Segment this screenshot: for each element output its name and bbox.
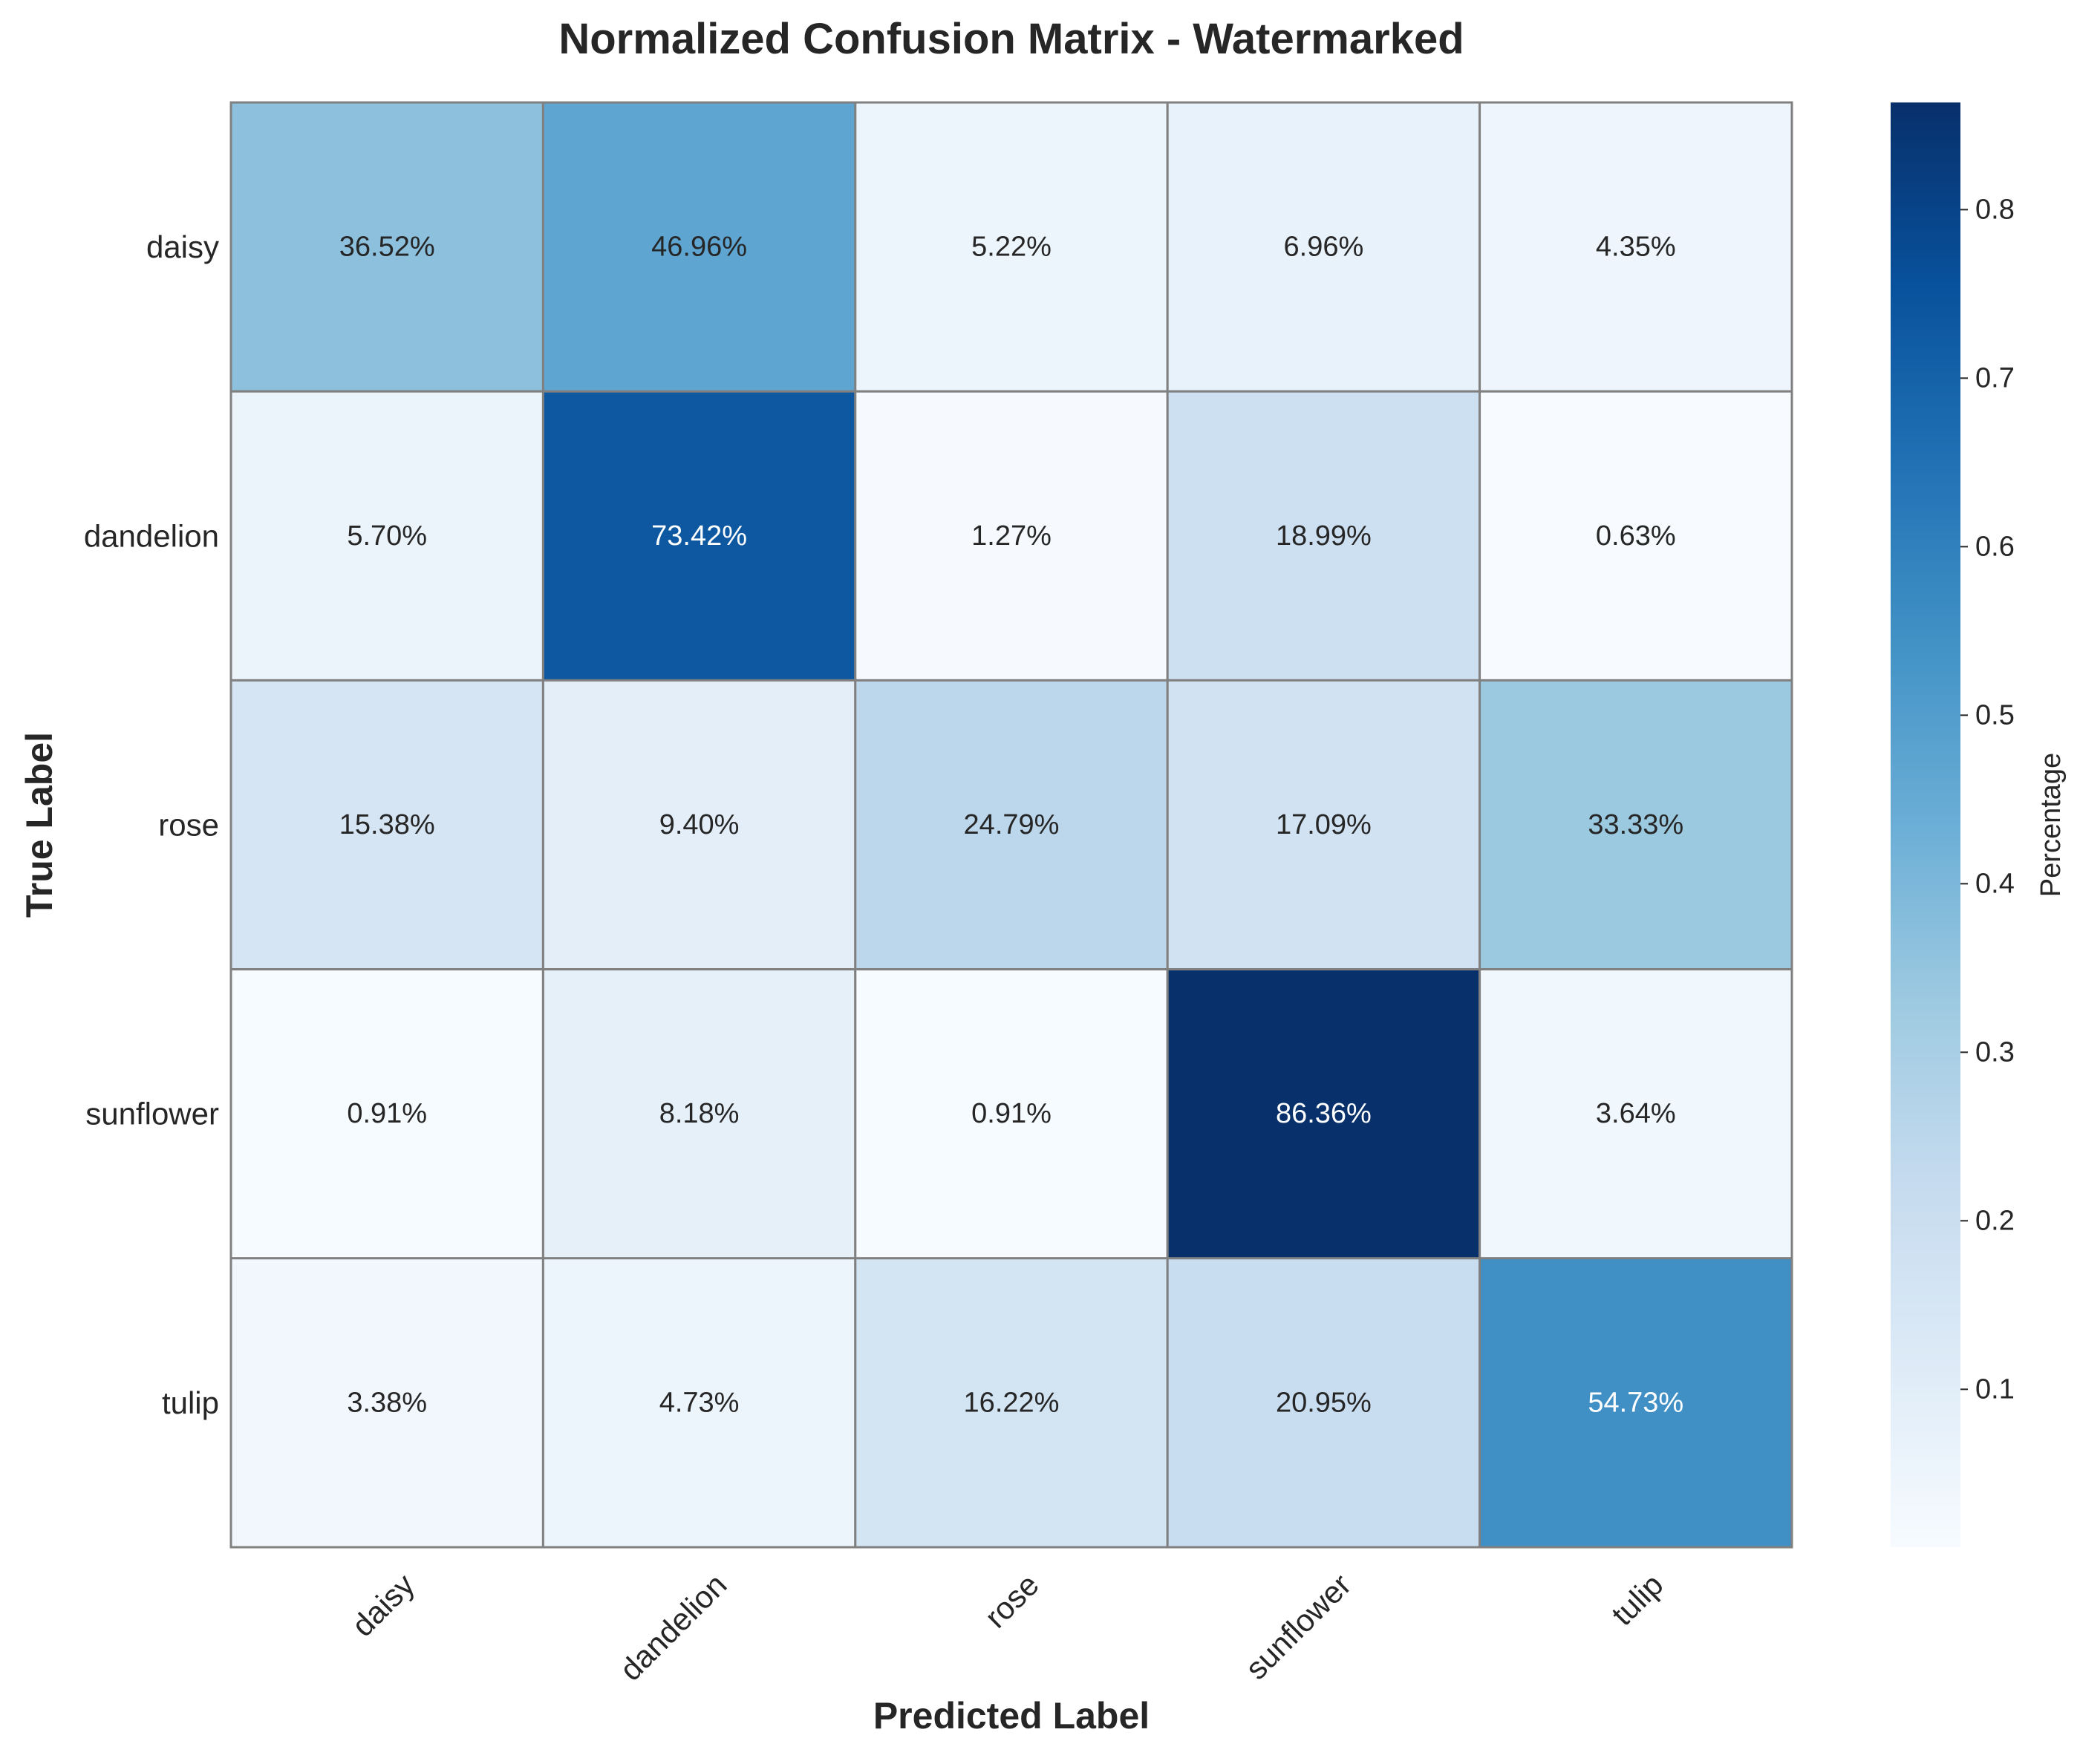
heatmap-cell-rose-dandelion <box>541 679 857 971</box>
colorbar-tick-label: 0.5 <box>1975 699 2015 731</box>
colorbar <box>1891 102 1960 1547</box>
x-tick-label-sunflower: sunflower <box>1239 1567 1357 1686</box>
cell-value-label: 36.52% <box>339 232 435 263</box>
cell-value-label: 54.73% <box>1588 1387 1683 1418</box>
x-tick-label-rose: rose <box>978 1567 1046 1635</box>
heatmap-cell-labels: 36.52% 46.96% 5.22% 6.96% 4.35% 5.70% 73.42% 1.… <box>339 232 1683 1419</box>
heatmap-cell-daisy-sunflower <box>1166 101 1481 393</box>
colorbar-tick-label: 0.3 <box>1975 1036 2015 1068</box>
colorbar-tick-label: 0.8 <box>1975 194 2015 225</box>
cell-value-label: 46.96% <box>651 232 747 263</box>
cell-value-label: 9.40% <box>659 809 740 840</box>
x-axis-label: Predicted Label <box>873 1695 1150 1737</box>
cell-value-label: 20.95% <box>1276 1387 1372 1418</box>
heatmap-cell-dandelion-rose <box>854 390 1169 682</box>
y-tick-label-daisy: daisy <box>146 229 219 264</box>
cell-value-label: 18.99% <box>1276 520 1372 552</box>
y-tick-label-tulip: tulip <box>162 1385 219 1420</box>
y-tick-label-dandelion: dandelion <box>84 518 219 553</box>
x-tick-label-tulip: tulip <box>1605 1567 1670 1633</box>
heatmap-cell-tulip-dandelion <box>541 1257 857 1549</box>
heatmap-cell-daisy-daisy <box>229 101 544 393</box>
x-tick-label-daisy: daisy <box>345 1567 421 1644</box>
heatmap-cell-dandelion-daisy <box>229 390 544 682</box>
cell-value-label: 4.35% <box>1596 232 1676 263</box>
cell-value-label: 24.79% <box>964 809 1060 840</box>
colorbar-tick-label: 0.6 <box>1975 531 2015 562</box>
y-axis-tick-labels: daisy dandelion rose sunflower tulip <box>84 229 219 1420</box>
colorbar-tick-label: 0.7 <box>1975 362 2015 393</box>
cell-value-label: 16.22% <box>964 1387 1060 1418</box>
x-axis-tick-labels: daisy dandelion rose sunflower tulip <box>345 1567 1669 1688</box>
heatmap-cells <box>229 101 1793 1549</box>
chart-title: Normalized Confusion Matrix - Watermarke… <box>558 15 1464 63</box>
cell-value-label: 33.33% <box>1588 809 1683 840</box>
colorbar-tick-label: 0.2 <box>1975 1205 2015 1236</box>
colorbar-tick-label: 0.4 <box>1975 868 2015 899</box>
cell-value-label: 15.38% <box>339 809 435 840</box>
heatmap-cell-rose-sunflower <box>1166 679 1481 971</box>
cell-value-label: 4.73% <box>659 1387 740 1418</box>
y-axis-label: True Label <box>19 732 60 918</box>
cell-value-label: 1.27% <box>971 520 1052 552</box>
cell-value-label: 0.63% <box>1596 520 1676 552</box>
cell-value-label: 5.22% <box>971 232 1052 263</box>
cell-value-label: 3.38% <box>347 1387 427 1418</box>
heatmap-cell-rose-rose <box>854 679 1169 971</box>
heatmap-cell-sunflower-tulip <box>1479 968 1793 1260</box>
cell-value-label: 8.18% <box>659 1098 740 1129</box>
y-tick-label-sunflower: sunflower <box>85 1097 219 1131</box>
x-tick-label-dandelion: dandelion <box>613 1567 733 1688</box>
cell-value-label: 3.64% <box>1596 1098 1676 1129</box>
colorbar-tick-labels: 0.1 0.2 0.3 0.4 0.5 0.6 0.7 0.8 <box>1960 194 2015 1405</box>
cell-value-label: 6.96% <box>1284 232 1364 263</box>
heatmap-cell-tulip-rose <box>854 1257 1169 1549</box>
heatmap-cell-tulip-tulip <box>1479 1257 1793 1549</box>
cell-value-label: 0.91% <box>971 1098 1052 1129</box>
colorbar-label: Percentage <box>2035 753 2067 897</box>
heatmap-cell-daisy-tulip <box>1479 101 1793 393</box>
heatmap-cell-sunflower-rose <box>854 968 1169 1260</box>
colorbar-tick-label: 0.1 <box>1975 1373 2015 1405</box>
heatmap-cell-rose-tulip <box>1479 679 1793 971</box>
heatmap-cell-sunflower-dandelion <box>541 968 857 1260</box>
cell-value-label: 73.42% <box>651 520 747 552</box>
cell-value-label: 5.70% <box>347 520 427 552</box>
heatmap-cell-tulip-daisy <box>229 1257 544 1549</box>
heatmap-cell-daisy-dandelion <box>541 101 857 393</box>
heatmap-cell-dandelion-tulip <box>1479 390 1793 682</box>
heatmap-frame <box>229 101 1793 1549</box>
cell-value-label: 17.09% <box>1276 809 1372 840</box>
cell-value-label: 86.36% <box>1276 1098 1372 1129</box>
cell-value-label: 0.91% <box>347 1098 427 1129</box>
heatmap-cell-sunflower-sunflower <box>1166 968 1481 1260</box>
y-tick-label-rose: rose <box>158 808 219 843</box>
